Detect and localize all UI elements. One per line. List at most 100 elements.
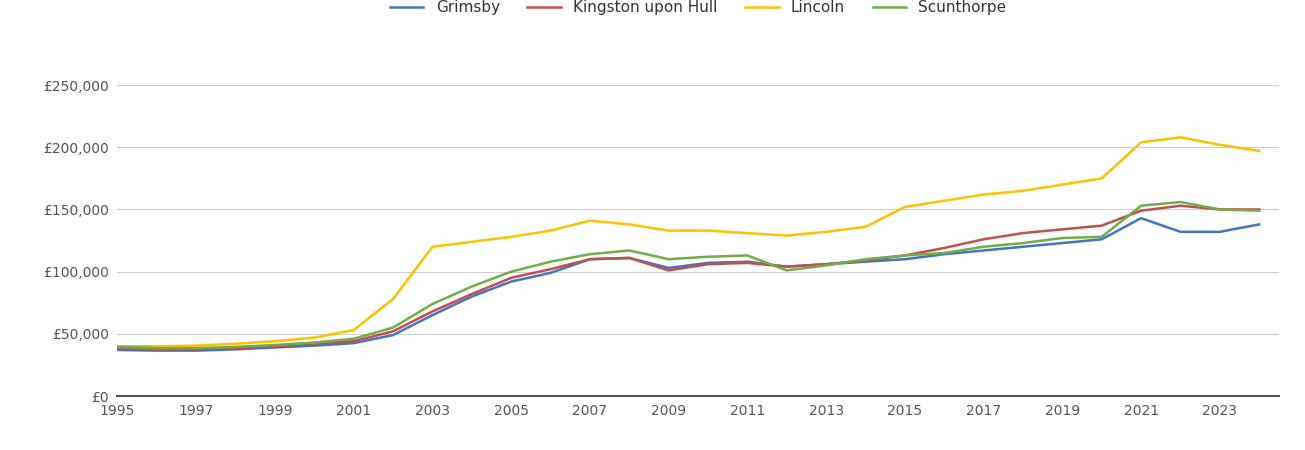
Grimsby [621, 255, 637, 261]
Lincoln [228, 341, 244, 346]
Grimsby [897, 256, 912, 262]
Scunthorpe [1054, 235, 1070, 241]
Grimsby [149, 348, 164, 353]
Kingston upon Hull [149, 346, 164, 352]
Kingston upon Hull [857, 258, 873, 263]
Scunthorpe [621, 248, 637, 253]
Kingston upon Hull [897, 253, 912, 258]
Kingston upon Hull [740, 260, 756, 265]
Grimsby [1133, 216, 1148, 221]
Lincoln [1015, 188, 1031, 194]
Kingston upon Hull [1094, 223, 1109, 228]
Scunthorpe [818, 263, 834, 268]
Kingston upon Hull [1173, 203, 1189, 208]
Grimsby [857, 259, 873, 265]
Lincoln [897, 204, 912, 210]
Scunthorpe [582, 252, 598, 257]
Kingston upon Hull [504, 275, 519, 280]
Scunthorpe [1173, 199, 1189, 205]
Lincoln [818, 229, 834, 234]
Lincoln [465, 239, 480, 244]
Grimsby [1094, 237, 1109, 242]
Lincoln [1054, 182, 1070, 187]
Lincoln [1133, 140, 1148, 145]
Kingston upon Hull [779, 264, 795, 270]
Grimsby [424, 312, 440, 318]
Lincoln [149, 343, 164, 349]
Grimsby [660, 265, 676, 270]
Scunthorpe [897, 253, 912, 258]
Lincoln [385, 296, 401, 302]
Scunthorpe [1094, 234, 1109, 239]
Grimsby [188, 348, 204, 353]
Grimsby [779, 264, 795, 270]
Grimsby [1015, 244, 1031, 249]
Kingston upon Hull [818, 261, 834, 267]
Grimsby [268, 345, 283, 350]
Kingston upon Hull [1015, 230, 1031, 236]
Lincoln [857, 224, 873, 230]
Lincoln [976, 192, 992, 197]
Kingston upon Hull [543, 266, 559, 272]
Lincoln [268, 338, 283, 344]
Scunthorpe [110, 344, 125, 350]
Scunthorpe [228, 344, 244, 350]
Grimsby [307, 343, 322, 348]
Scunthorpe [857, 256, 873, 262]
Kingston upon Hull [1133, 208, 1148, 213]
Line: Scunthorpe: Scunthorpe [117, 202, 1259, 348]
Lincoln [307, 335, 322, 340]
Lincoln [504, 234, 519, 239]
Lincoln [543, 228, 559, 233]
Kingston upon Hull [188, 346, 204, 352]
Kingston upon Hull [582, 256, 598, 262]
Scunthorpe [346, 336, 361, 342]
Scunthorpe [385, 325, 401, 330]
Line: Kingston upon Hull: Kingston upon Hull [117, 206, 1259, 349]
Scunthorpe [504, 269, 519, 274]
Kingston upon Hull [976, 237, 992, 242]
Kingston upon Hull [660, 268, 676, 273]
Scunthorpe [149, 346, 164, 351]
Lincoln [1251, 148, 1267, 154]
Grimsby [740, 259, 756, 265]
Grimsby [1173, 229, 1189, 234]
Scunthorpe [779, 268, 795, 273]
Grimsby [346, 341, 361, 346]
Lincoln [701, 228, 716, 233]
Scunthorpe [701, 254, 716, 259]
Kingston upon Hull [1251, 207, 1267, 212]
Scunthorpe [740, 253, 756, 258]
Kingston upon Hull [424, 309, 440, 314]
Kingston upon Hull [937, 245, 953, 251]
Line: Grimsby: Grimsby [117, 218, 1259, 351]
Grimsby [1054, 240, 1070, 246]
Kingston upon Hull [228, 346, 244, 351]
Scunthorpe [465, 284, 480, 289]
Scunthorpe [660, 256, 676, 262]
Grimsby [937, 252, 953, 257]
Kingston upon Hull [1212, 207, 1228, 212]
Scunthorpe [1133, 203, 1148, 208]
Kingston upon Hull [465, 291, 480, 297]
Legend: Grimsby, Kingston upon Hull, Lincoln, Scunthorpe: Grimsby, Kingston upon Hull, Lincoln, Sc… [390, 0, 1006, 15]
Grimsby [582, 256, 598, 262]
Lincoln [621, 222, 637, 227]
Grimsby [1251, 222, 1267, 227]
Lincoln [582, 218, 598, 223]
Lincoln [188, 343, 204, 348]
Scunthorpe [1015, 240, 1031, 246]
Scunthorpe [1212, 207, 1228, 212]
Kingston upon Hull [1054, 227, 1070, 232]
Grimsby [504, 279, 519, 284]
Grimsby [1212, 229, 1228, 234]
Lincoln [424, 244, 440, 249]
Grimsby [818, 261, 834, 267]
Kingston upon Hull [268, 343, 283, 349]
Kingston upon Hull [701, 261, 716, 267]
Lincoln [110, 343, 125, 349]
Grimsby [385, 333, 401, 338]
Lincoln [660, 228, 676, 233]
Lincoln [779, 233, 795, 238]
Grimsby [976, 248, 992, 253]
